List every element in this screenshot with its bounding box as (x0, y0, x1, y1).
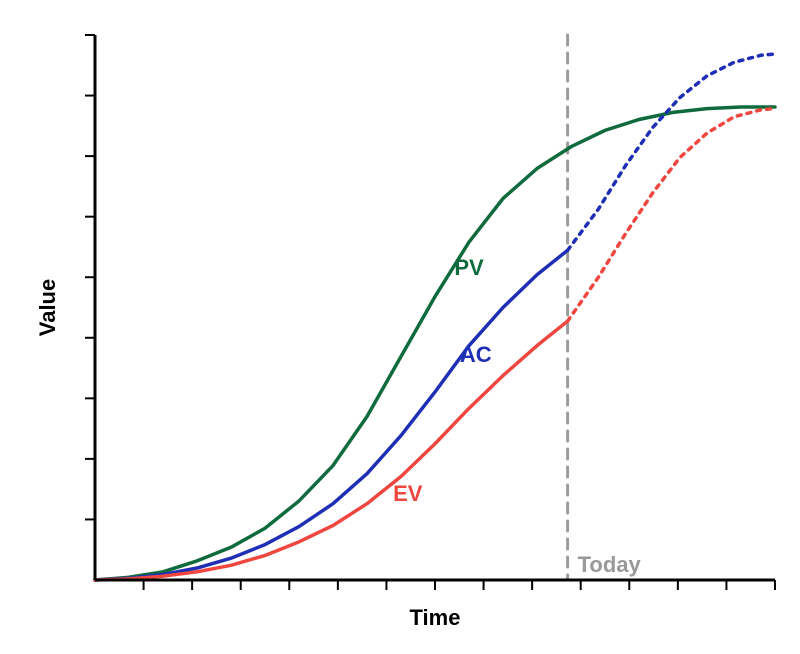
y-axis-label: Value (35, 279, 60, 336)
evm-chart: PV AC EV Time Value Today (0, 0, 800, 654)
chart-svg: PV AC EV Time Value Today (0, 0, 800, 654)
x-axis-label: Time (410, 605, 461, 630)
curve-label-pv: PV (454, 255, 484, 280)
curve-label-ac: AC (460, 342, 492, 367)
curve-label-ev: EV (393, 481, 423, 506)
today-label: Today (578, 552, 642, 577)
